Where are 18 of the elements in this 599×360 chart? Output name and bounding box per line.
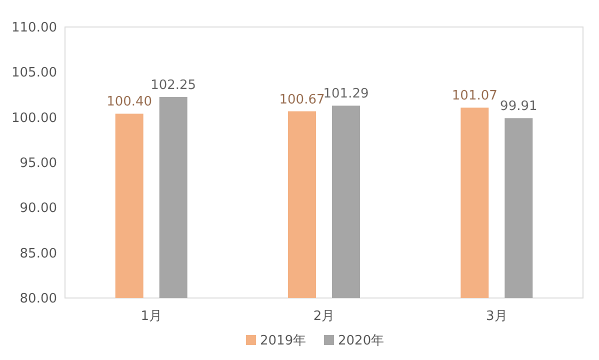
data-label: 100.40 (106, 94, 152, 110)
x-tick-label: 1月 (140, 309, 162, 324)
data-label: 100.67 (279, 92, 325, 108)
y-tick-label: 95.00 (20, 156, 57, 172)
data-label: 101.29 (323, 86, 369, 102)
x-tick-label: 3月 (486, 309, 508, 324)
y-tick-label: 85.00 (20, 246, 57, 262)
y-tick-label: 90.00 (20, 201, 57, 216)
y-tick-label: 110.00 (12, 20, 57, 36)
y-tick-label: 100.00 (12, 110, 57, 126)
legend-label: 2019年 (260, 334, 306, 349)
y-tick-label: 80.00 (20, 292, 57, 307)
legend-label: 2020年 (338, 334, 384, 349)
data-label: 99.91 (500, 99, 538, 114)
x-tick-label: 2月 (313, 309, 335, 324)
data-label: 101.07 (452, 88, 498, 104)
data-label: 102.25 (150, 78, 196, 94)
y-tick-label: 105.00 (12, 66, 57, 81)
